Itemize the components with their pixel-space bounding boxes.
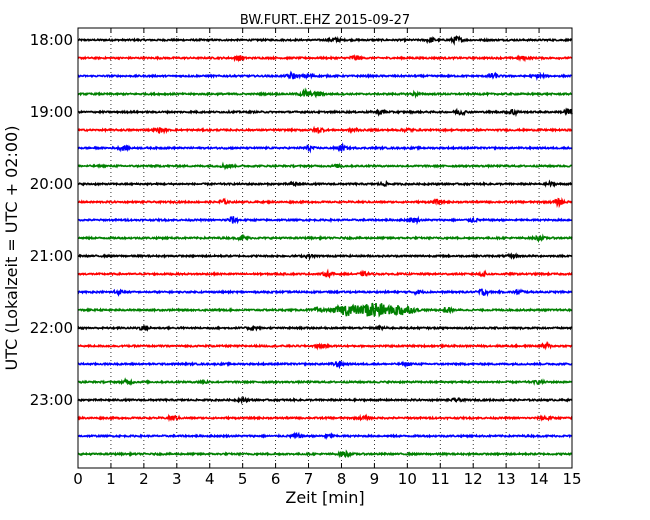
trace-line [77,288,573,298]
trace-line [77,268,573,279]
trace-line [77,87,573,99]
x-axis-ticks: 0 1 2 3 4 5 6 7 8 9 10 11 12 13 14 15 [73,28,582,488]
x-tick-label: 6 [271,470,281,488]
vertical-grid [110,28,540,468]
trace-line [77,161,573,171]
y-tick-label: 22:00 [30,319,73,337]
x-tick-label: 0 [73,470,83,488]
x-tick-label: 1 [106,470,116,488]
y-tick-label: 21:00 [30,247,73,265]
x-tick-label: 11 [431,470,450,488]
x-tick-label: 4 [205,470,215,488]
trace-line [77,107,573,118]
x-tick-label: 9 [370,470,380,488]
trace-line [77,360,573,370]
x-tick-label: 14 [530,470,549,488]
trace-line [77,340,573,351]
x-tick-label: 15 [562,470,581,488]
chart-title: BW.FURT..EHZ 2015-09-27 [240,13,410,28]
x-tick-label: 8 [337,470,347,488]
trace-line [77,142,573,154]
traces-group [77,35,573,459]
y-tick-label: 23:00 [30,391,73,409]
trace-line [77,413,573,423]
x-tick-label: 3 [172,470,182,488]
trace-line [77,449,573,459]
x-tick-label: 7 [304,470,314,488]
trace-line [77,179,573,188]
trace-line [77,377,573,386]
x-tick-label: 12 [464,470,483,488]
trace-line [77,431,573,441]
trace-line [77,233,573,244]
trace-line [77,252,573,261]
trace-line [77,54,573,63]
y-tick-label: 20:00 [30,175,73,193]
trace-line [77,70,573,81]
y-axis-ticks: 18:00 19:00 20:00 21:00 22:00 23:00 [30,31,572,409]
x-tick-label: 5 [238,470,248,488]
y-tick-label: 19:00 [30,103,73,121]
trace-line [77,35,573,46]
plot-frame [77,27,573,469]
trace-line [77,196,573,209]
x-tick-label: 2 [139,470,149,488]
x-axis-label: Zeit [min] [285,488,364,507]
trace-line [77,215,573,226]
x-tick-label: 13 [497,470,516,488]
trace-line [77,324,573,332]
trace-line [78,302,573,318]
trace-line [77,396,573,405]
x-tick-label: 10 [398,470,417,488]
y-axis-label: UTC (Lokalzeit = UTC + 02:00) [2,126,21,371]
y-tick-label: 18:00 [30,31,73,49]
trace-line [77,125,573,135]
